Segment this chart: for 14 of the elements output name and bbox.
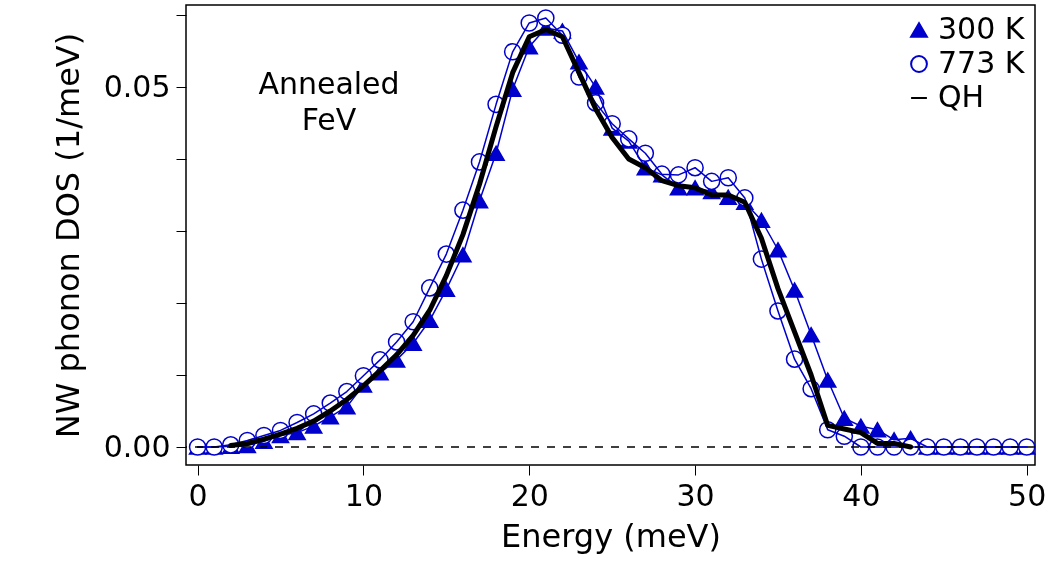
x-tick-label: 20 bbox=[510, 477, 549, 513]
legend-label: 300 K bbox=[938, 11, 1026, 46]
y-axis-title: NW phonon DOS (1/meV) bbox=[48, 32, 87, 439]
x-tick-label: 10 bbox=[344, 477, 384, 513]
x-tick-label: 40 bbox=[842, 477, 881, 513]
legend-label: QH bbox=[938, 79, 985, 114]
x-tick-label: 0 bbox=[188, 477, 208, 513]
annotation: Annealed FeV bbox=[258, 66, 400, 137]
x-tick-label: 50 bbox=[1008, 477, 1047, 513]
y-tick-label: 0.05 bbox=[103, 68, 171, 104]
x-axis-title: Energy (meV) bbox=[501, 516, 721, 555]
legend-label: 773 K bbox=[938, 45, 1026, 80]
y-tick-label: 0.00 bbox=[103, 428, 171, 464]
x-tick-label: 30 bbox=[676, 477, 715, 513]
